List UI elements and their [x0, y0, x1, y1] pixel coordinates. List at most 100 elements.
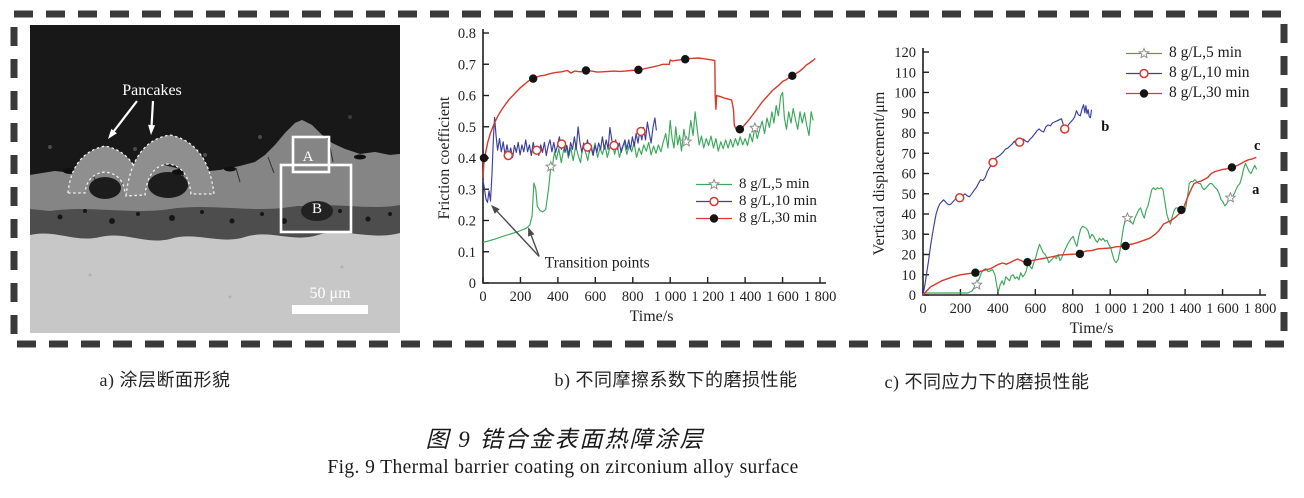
- sem-pores: [57, 209, 392, 224]
- svg-text:40: 40: [902, 207, 917, 223]
- legend-row-5min: 8 g/L,5 min: [694, 176, 817, 193]
- svg-text:0.8: 0.8: [458, 26, 476, 42]
- svg-text:0: 0: [479, 289, 486, 305]
- svg-text:0.5: 0.5: [458, 120, 476, 136]
- caption-panel-b: b) 不同摩擦系数下的磨损性能: [554, 370, 798, 390]
- region-b-label: B: [312, 201, 322, 217]
- svg-text:400: 400: [547, 289, 569, 305]
- svg-text:10: 10: [902, 268, 917, 284]
- svg-text:600: 600: [1024, 301, 1046, 317]
- curve-label-a: a: [1252, 182, 1260, 198]
- sem-splat-layer: [30, 120, 400, 211]
- svg-text:800: 800: [1062, 301, 1084, 317]
- axes: 0 200 400 600 800 1 000 1 200 1 400 1 600 1 80001…: [871, 45, 1276, 337]
- svg-text:1 600: 1 600: [766, 289, 799, 305]
- svg-text:120: 120: [894, 45, 916, 61]
- svg-text:0: 0: [909, 288, 916, 304]
- curve-label-b: b: [1101, 119, 1109, 135]
- series-8-g-l-30-min: [922, 156, 1257, 296]
- sem-pancake-outlines: [67, 134, 215, 197]
- legend-symbol-30min: [1126, 88, 1162, 98]
- caption-panel-c: c) 不同应力下的磨损性能: [884, 372, 1090, 392]
- legend-row-30min: 8 g/L,30 min: [694, 210, 817, 227]
- figure-title-en: Fig. 9 Thermal barrier coating on zircon…: [327, 457, 799, 478]
- svg-text:600: 600: [584, 289, 606, 305]
- svg-text:0.4: 0.4: [458, 151, 477, 167]
- svg-text:1 800: 1 800: [804, 289, 837, 305]
- sem-micrograph: Pancakes A B 50 μm: [30, 25, 400, 333]
- scale-bar: 50 μm: [292, 285, 368, 314]
- legend-symbol-10min: [696, 196, 732, 207]
- svg-text:70: 70: [902, 146, 917, 162]
- chart-vertical-displacement: 0 200 400 600 800 1 000 1 200 1 400 1 600 1 80001…: [871, 45, 1276, 337]
- region-a-box: A: [291, 135, 331, 174]
- y-axis-label: Friction coefficient: [436, 96, 453, 219]
- y-axis-label: Vertical displacement/μm: [871, 91, 888, 255]
- legend-row-10min: 8 g/L,10 min: [1124, 63, 1250, 83]
- x-axis-label: Time/s: [630, 308, 674, 325]
- svg-text:1 000: 1 000: [1094, 301, 1127, 317]
- svg-text:50: 50: [902, 187, 917, 203]
- scale-bar-label: 50 μm: [309, 285, 351, 302]
- series-8-g-l-10-min: [922, 104, 1093, 296]
- sem-sky: [30, 25, 400, 175]
- series-8-g-l-30-min: [479, 55, 816, 179]
- svg-text:1 600: 1 600: [1206, 301, 1239, 317]
- pancakes-label: Pancakes: [122, 82, 182, 99]
- caption-panel-a: a) 涂层断面形貌: [99, 370, 231, 390]
- svg-text:1 800: 1 800: [1244, 301, 1277, 317]
- region-a-label: A: [303, 149, 314, 165]
- legend-symbol-10min: [1126, 68, 1162, 78]
- legend-symbol-5min: [1126, 46, 1162, 59]
- chart-c-legend: 8 g/L,5 min 8 g/L,10 min 8 g/L,30 min: [1124, 43, 1250, 103]
- svg-text:1 400: 1 400: [729, 289, 762, 305]
- svg-text:0: 0: [469, 276, 476, 292]
- svg-text:110: 110: [895, 65, 916, 81]
- svg-text:0.7: 0.7: [458, 57, 476, 73]
- svg-text:80: 80: [902, 126, 917, 142]
- legend-label-30min: 8 g/L,30 min: [739, 210, 817, 226]
- svg-text:800: 800: [622, 289, 644, 305]
- pancakes-annotation: Pancakes: [108, 82, 182, 139]
- transition-points-annotation: Transition points: [491, 204, 650, 271]
- svg-text:400: 400: [987, 301, 1009, 317]
- legend-symbol-5min: [696, 178, 732, 190]
- series-8-g-l-5-min: [923, 162, 1258, 294]
- svg-text:100: 100: [894, 86, 916, 102]
- series-8-g-l-10-min: [482, 116, 657, 203]
- legend-row-10min: 8 g/L,10 min: [694, 193, 817, 210]
- svg-text:20: 20: [902, 248, 917, 264]
- svg-text:0.6: 0.6: [458, 89, 476, 105]
- svg-text:1 200: 1 200: [1131, 301, 1164, 317]
- svg-text:30: 30: [902, 227, 917, 243]
- svg-text:0.2: 0.2: [458, 214, 476, 230]
- svg-text:0: 0: [919, 301, 926, 317]
- svg-text:200: 200: [510, 289, 532, 305]
- svg-text:90: 90: [902, 106, 917, 122]
- legend-label-10min: 8 g/L,10 min: [1169, 64, 1250, 81]
- legend-row-30min: 8 g/L,30 min: [1124, 83, 1250, 103]
- legend-label-10min: 8 g/L,10 min: [739, 193, 817, 209]
- svg-text:1 000: 1 000: [654, 289, 687, 305]
- figure-title-zh: 图 9 锆合金表面热障涂层: [425, 427, 705, 452]
- sem-micrograph-panel: Pancakes A B 50 μm: [30, 25, 400, 333]
- legend-label-30min: 8 g/L,30 min: [1169, 84, 1250, 101]
- svg-text:60: 60: [902, 167, 917, 183]
- legend-label-5min: 8 g/L,5 min: [1169, 44, 1242, 61]
- legend-label-5min: 8 g/L,5 min: [739, 176, 810, 192]
- svg-text:1 200: 1 200: [691, 289, 724, 305]
- chart-friction-coefficient: 0 200 400 600 800 1 000 1 200 1 400 1 600 1 80000…: [436, 26, 836, 325]
- curve-label-c: c: [1254, 138, 1261, 154]
- axes: 0 200 400 600 800 1 000 1 200 1 400 1 600 1 80000…: [436, 26, 836, 325]
- transition-points-label: Transition points: [545, 254, 650, 271]
- region-b-box: B: [279, 163, 353, 234]
- svg-text:0.1: 0.1: [458, 245, 476, 261]
- svg-text:200: 200: [950, 301, 972, 317]
- svg-text:1 400: 1 400: [1169, 301, 1202, 317]
- legend-symbol-30min: [696, 214, 732, 223]
- chart-b-legend: 8 g/L,5 min 8 g/L,10 min 8 g/L,30 min: [694, 176, 817, 227]
- x-axis-label: Time/s: [1070, 320, 1114, 337]
- legend-row-5min: 8 g/L,5 min: [1124, 43, 1250, 63]
- svg-text:0.3: 0.3: [458, 182, 476, 198]
